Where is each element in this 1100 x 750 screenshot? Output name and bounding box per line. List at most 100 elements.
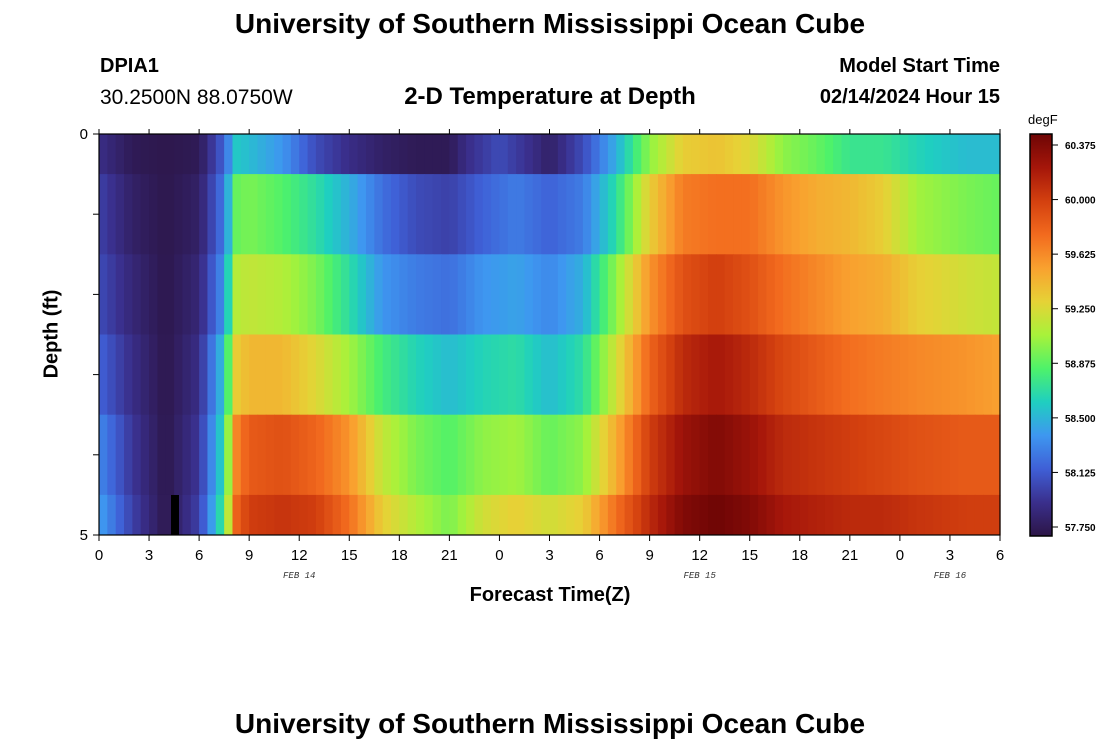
heatmap-cell — [574, 334, 584, 416]
heatmap-cell — [182, 494, 192, 536]
heatmap-cell — [549, 414, 559, 496]
heatmap-cell — [791, 174, 801, 255]
heatmap-cell — [274, 494, 284, 536]
heatmap-cell — [991, 254, 1001, 335]
heatmap-cell — [941, 174, 951, 255]
heatmap-cell — [983, 494, 993, 536]
heatmap-cell — [174, 134, 184, 175]
y-tick-label: 0 — [80, 126, 88, 143]
heatmap-cell — [724, 174, 734, 255]
heatmap-cell — [249, 414, 259, 496]
heatmap-cell — [908, 134, 918, 175]
heatmap-cell — [215, 254, 225, 335]
heatmap-cell — [641, 334, 651, 416]
heatmap-cell — [891, 174, 901, 255]
heatmap-cell — [124, 174, 133, 255]
heatmap-cell — [449, 254, 459, 335]
heatmap-cell — [974, 414, 984, 496]
chart-title: 2-D Temperature at Depth — [404, 83, 696, 110]
x-tick-label: 3 — [145, 547, 153, 564]
heatmap-cell — [933, 174, 943, 255]
heatmap-cell — [799, 494, 809, 536]
heatmap-cell — [349, 254, 359, 335]
colorbar-tick-label: 58.125 — [1065, 468, 1096, 479]
heatmap-cell — [507, 414, 517, 496]
heatmap-cell — [682, 174, 692, 255]
heatmap-cell — [249, 174, 259, 255]
heatmap-cell — [824, 254, 834, 335]
x-date-label: FEB 14 — [283, 571, 315, 581]
heatmap-cell — [733, 174, 742, 255]
heatmap-cell — [624, 494, 634, 536]
heatmap-cell — [424, 494, 434, 536]
heatmap-cell — [599, 494, 609, 536]
heatmap-cell — [165, 134, 175, 175]
heatmap-cell — [758, 254, 767, 335]
heatmap-cell — [140, 174, 150, 255]
heatmap-cell — [374, 254, 384, 335]
heatmap-cell — [324, 174, 334, 255]
heatmap-cell — [549, 334, 559, 416]
heatmap-cell — [357, 134, 367, 175]
heatmap-cell — [265, 414, 275, 496]
heatmap-cell — [791, 334, 801, 416]
heatmap-cell — [282, 254, 292, 335]
heatmap-cell — [641, 494, 651, 536]
heatmap-cell — [124, 494, 133, 536]
heatmap-cell — [816, 494, 826, 536]
heatmap-cell — [874, 174, 884, 255]
heatmap-cell — [949, 134, 959, 175]
heatmap-cell — [716, 174, 726, 255]
x-tick-label: 9 — [645, 547, 653, 564]
heatmap-cell — [541, 494, 551, 536]
heatmap-cell — [424, 134, 434, 175]
heatmap-cell — [791, 494, 801, 536]
heatmap-cell — [799, 174, 809, 255]
heatmap-cell — [591, 494, 601, 536]
heatmap-cell — [282, 334, 292, 416]
heatmap-cell — [708, 494, 717, 536]
heatmap-cell — [491, 334, 501, 416]
heatmap-cell — [240, 494, 250, 536]
heatmap-cell — [149, 134, 158, 175]
heatmap-cell — [299, 414, 309, 496]
heatmap-cell — [365, 134, 375, 175]
heatmap-cell — [632, 254, 642, 335]
heatmap-cell — [958, 494, 968, 536]
heatmap-cell — [282, 494, 292, 536]
heatmap-cell — [949, 174, 959, 255]
heatmap-cell — [616, 494, 626, 536]
heatmap-cell — [265, 254, 275, 335]
heatmap-cell — [724, 494, 734, 536]
heatmap-cell — [833, 414, 843, 496]
heatmap-cell — [115, 334, 125, 416]
heatmap-cell — [607, 494, 617, 536]
colorbar-tick-label: 60.000 — [1065, 196, 1096, 207]
heatmap-cell — [257, 174, 267, 255]
x-tick-label: 3 — [946, 547, 954, 564]
heatmap-cell — [557, 334, 567, 416]
heatmap-cell — [591, 334, 601, 416]
heatmap-cell — [858, 254, 868, 335]
heatmap-cell — [232, 174, 242, 255]
heatmap-cell — [215, 414, 225, 496]
heatmap-cell — [974, 494, 984, 536]
heatmap-cell — [657, 334, 667, 416]
heatmap-cell — [407, 414, 417, 496]
heatmap-cell — [315, 134, 325, 175]
heatmap-cell — [466, 254, 476, 335]
heatmap-cell — [666, 254, 676, 335]
heatmap-cell — [766, 254, 776, 335]
heatmap-cell — [424, 334, 434, 416]
heatmap-cell — [299, 134, 309, 175]
heatmap-cell — [149, 174, 158, 255]
heatmap-cell — [174, 334, 184, 416]
heatmap-cell — [407, 334, 417, 416]
heatmap-cell — [791, 134, 801, 175]
heatmap-cells — [99, 134, 1001, 536]
heatmap-cell — [315, 334, 325, 416]
heatmap-cell — [899, 254, 909, 335]
heatmap-cell — [407, 254, 417, 335]
heatmap-cell — [124, 334, 133, 416]
heatmap-cell — [808, 414, 818, 496]
